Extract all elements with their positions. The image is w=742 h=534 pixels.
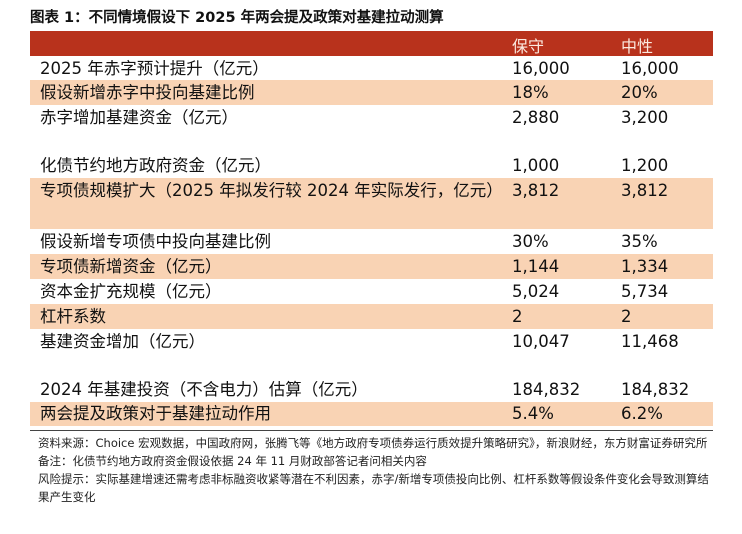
- table-row: 专项债规模扩大（2025 年拟发行较 2024 年实际发行，亿元） 3,812 …: [30, 178, 713, 229]
- source-note: 资料来源：Choice 宏观数据，中国政府网，张腾飞等《地方政府专项债券运行质效…: [38, 436, 708, 450]
- row-value-neutral: 3,812: [621, 181, 669, 200]
- row-value-conservative: 2,880: [512, 108, 560, 127]
- row-value-conservative: 3,812: [512, 181, 560, 200]
- row-label: 假设新增赤字中投向基建比例: [40, 83, 255, 102]
- row-value-conservative: 18%: [512, 83, 549, 102]
- row-label: 专项债新增资金（亿元）: [40, 257, 222, 276]
- row-value-conservative: 30%: [512, 232, 549, 251]
- row-value-conservative: 1,000: [512, 156, 560, 175]
- row-value-conservative: 2: [512, 307, 523, 326]
- row-value-neutral: 5,734: [621, 282, 669, 301]
- table-header: 保守 中性: [30, 31, 713, 56]
- table-row: 杠杆系数 2 2: [30, 304, 713, 329]
- row-value-neutral: 11,468: [621, 332, 679, 351]
- row-value-conservative: 184,832: [512, 380, 581, 399]
- row-value-neutral: 16,000: [621, 59, 679, 78]
- row-value-conservative: 5,024: [512, 282, 560, 301]
- row-value-conservative: 5.4%: [512, 404, 554, 423]
- data-table: 保守 中性 2025 年赤字预计提升（亿元） 16,000 16,000 假设新…: [30, 31, 713, 426]
- row-label: 假设新增专项债中投向基建比例: [40, 232, 271, 251]
- risk-note: 风险提示：实际基建增速还需考虑非标融资收紧等潜在不利因素，赤字/新增专项债投向比…: [38, 472, 709, 504]
- table-row: 化债节约地方政府资金（亿元） 1,000 1,200: [30, 154, 713, 178]
- table-row: 专项债新增资金（亿元） 1,144 1,334: [30, 254, 713, 279]
- figure-title: 图表 1：不同情境假设下 2025 年两会提及政策对基建拉动测算: [30, 10, 444, 26]
- row-label: 2024 年基建投资（不含电力）估算（亿元）: [40, 380, 368, 399]
- table-row: 2025 年赤字预计提升（亿元） 16,000 16,000: [30, 56, 713, 80]
- row-value-neutral: 184,832: [621, 380, 690, 399]
- header-conservative: 保守: [512, 37, 545, 56]
- table-row: 假设新增专项债中投向基建比例 30% 35%: [30, 229, 713, 254]
- row-value-conservative: 1,144: [512, 257, 560, 276]
- row-value-neutral: 1,334: [621, 257, 669, 276]
- remark-note: 备注：化债节约地方政府资金假设依据 24 年 11 月财政部答记者问相关内容: [38, 454, 427, 468]
- table-row: 2024 年基建投资（不含电力）估算（亿元） 184,832 184,832: [30, 378, 713, 402]
- row-label: 两会提及政策对于基建拉动作用: [40, 404, 271, 423]
- table-row: 资本金扩充规模（亿元） 5,024 5,734: [30, 279, 713, 304]
- row-value-neutral: 20%: [621, 83, 658, 102]
- row-label: 杠杆系数: [40, 307, 106, 326]
- row-value-neutral: 1,200: [621, 156, 669, 175]
- row-value-neutral: 2: [621, 307, 632, 326]
- row-label: 赤字增加基建资金（亿元）: [40, 108, 238, 127]
- row-label: 资本金扩充规模（亿元）: [40, 282, 222, 301]
- row-label: 2025 年赤字预计提升（亿元）: [40, 59, 269, 78]
- row-value-neutral: 35%: [621, 232, 658, 251]
- table-row: 赤字增加基建资金（亿元） 2,880 3,200: [30, 105, 713, 154]
- row-value-neutral: 6.2%: [621, 404, 663, 423]
- footnotes: 资料来源：Choice 宏观数据，中国政府网，张腾飞等《地方政府专项债券运行质效…: [38, 434, 710, 506]
- table-row: 两会提及政策对于基建拉动作用 5.4% 6.2%: [30, 402, 713, 426]
- row-value-neutral: 3,200: [621, 108, 669, 127]
- table-bottom-rule: [30, 430, 713, 431]
- row-label: 基建资金增加（亿元）: [40, 332, 205, 351]
- row-value-conservative: 10,047: [512, 332, 570, 351]
- row-value-conservative: 16,000: [512, 59, 570, 78]
- header-neutral: 中性: [621, 37, 654, 56]
- table-row: 基建资金增加（亿元） 10,047 11,468: [30, 329, 713, 378]
- row-label: 化债节约地方政府资金（亿元）: [40, 156, 271, 175]
- table-row: 假设新增赤字中投向基建比例 18% 20%: [30, 80, 713, 105]
- row-label: 专项债规模扩大（2025 年拟发行较 2024 年实际发行，亿元）: [40, 181, 503, 200]
